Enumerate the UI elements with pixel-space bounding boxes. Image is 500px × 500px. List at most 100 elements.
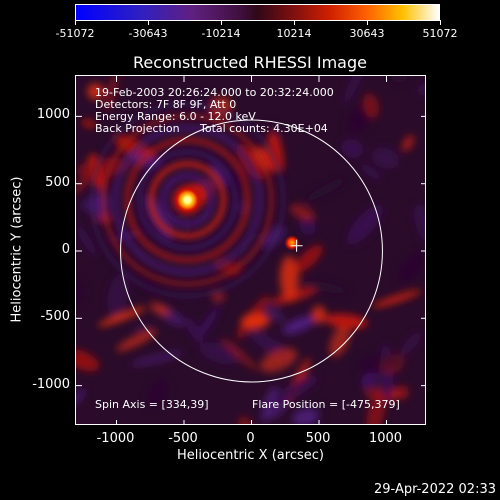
image-blob [270, 123, 283, 142]
image-blob [311, 305, 326, 324]
sources [174, 186, 300, 251]
image-blob [76, 157, 130, 179]
image-blob [294, 244, 323, 273]
image-blob [360, 372, 378, 388]
image-blob [302, 280, 349, 294]
image-blob [266, 132, 284, 172]
colorbar-tick-label: -10214 [201, 27, 241, 40]
image-blob [401, 135, 415, 152]
secondary-source [284, 234, 300, 251]
image-blob [97, 307, 146, 327]
ring [148, 160, 227, 239]
image-blob [390, 76, 409, 83]
y-tick-label: 0 [61, 242, 70, 257]
image-blob [260, 348, 298, 373]
solar-limb [120, 119, 383, 383]
colorbar-tick-label: 51072 [422, 27, 458, 40]
image-blob [240, 313, 270, 330]
image-blob [81, 119, 97, 128]
ring [124, 136, 251, 263]
colorbar-tick [148, 20, 149, 25]
image-blob [271, 399, 289, 419]
image-blob [146, 378, 170, 409]
image-blob [130, 351, 184, 367]
ring [88, 100, 287, 299]
image-blob [76, 280, 86, 303]
colorbar-tick-label: -51072 [55, 27, 95, 40]
image-blob [209, 162, 228, 188]
ring-pattern [88, 100, 287, 299]
image-blob [360, 163, 382, 181]
colorbar-tick [75, 20, 76, 25]
image-blob [271, 375, 319, 405]
image-blob [279, 255, 299, 301]
image-blob [264, 305, 285, 323]
y-tick-label: -500 [40, 309, 70, 325]
ring [112, 124, 263, 275]
annotation-flare-position: Flare Position = [-475,379] [252, 398, 400, 411]
image-blob [329, 323, 351, 358]
colorbar-tick [293, 20, 295, 25]
chart-title: Reconstructed RHESSI Image [133, 53, 367, 72]
x-tick-label: -500 [168, 431, 198, 446]
annotation-detectors: Detectors: 7F 8F 9F, Att 0 [95, 98, 237, 111]
image-blob [324, 313, 368, 329]
image-blob [116, 329, 158, 352]
ring [160, 172, 215, 227]
image-blob [261, 386, 278, 423]
image-blob [107, 272, 130, 317]
image-blob [417, 82, 425, 96]
x-tick-label: 500 [305, 431, 331, 446]
image-blob [356, 353, 405, 373]
x-axis-label: Heliocentric X (arcsec) [177, 448, 324, 463]
image-blob [237, 416, 252, 424]
ring [136, 148, 239, 251]
image-blob [221, 338, 259, 371]
image-blob [299, 217, 316, 236]
y-axis-label: Heliocentric Y (arcsec) [9, 176, 25, 323]
image-blob [289, 204, 315, 220]
image-blob [342, 76, 369, 106]
image-blob [76, 349, 100, 372]
image-blob [282, 315, 316, 335]
image-blob [149, 302, 171, 316]
y-tick-label: -1000 [32, 376, 70, 392]
image-blob [76, 388, 85, 409]
image-blob [87, 83, 104, 100]
colorbar-tick-label: -30643 [128, 27, 168, 40]
overlay [76, 76, 425, 424]
image-blob [413, 204, 425, 244]
image-blob [346, 204, 383, 245]
y-tick-label: 500 [45, 174, 70, 190]
image-blob [184, 316, 203, 343]
colorbar-tick [221, 20, 222, 25]
image-blob [362, 93, 380, 119]
annotation-counts: Total counts: 4.30E+04 [200, 122, 328, 135]
y-tick-label: 1000 [36, 107, 70, 123]
annotation-energy: Energy Range: 6.0 - 12.0 keV [95, 110, 256, 123]
annotation-time: 19-Feb-2003 20:26:24.000 to 20:32:24.000 [95, 86, 334, 99]
image-blob [371, 290, 422, 308]
image-blob [397, 251, 425, 284]
image-blob [104, 76, 119, 111]
colorbar-tick [366, 20, 368, 25]
datestamp: 29-Apr-2022 02:33 [374, 482, 496, 497]
rhessi-image [76, 76, 425, 424]
image-blob [76, 224, 97, 257]
primary-source [174, 186, 201, 213]
x-tick-label: 1000 [368, 431, 403, 446]
annotation-spin-axis: Spin Axis = [334,39] [95, 398, 209, 411]
annotation-method: Back Projection [95, 122, 180, 135]
colorbar [75, 4, 440, 21]
ring [100, 112, 275, 287]
x-tick-label: -1000 [96, 431, 135, 446]
image-blob [341, 138, 364, 159]
x-tick-label: 0 [246, 431, 255, 446]
image-blob [292, 408, 318, 424]
image-blob [366, 389, 386, 424]
plot-area: 19-Feb-2003 20:26:24.000 to 20:32:24.000… [75, 75, 426, 425]
colorbar-tick [440, 20, 441, 25]
colorbar-tick-label: 10214 [276, 27, 312, 40]
image-blob [195, 305, 220, 342]
colorbar-tick-label: 30643 [349, 27, 385, 40]
